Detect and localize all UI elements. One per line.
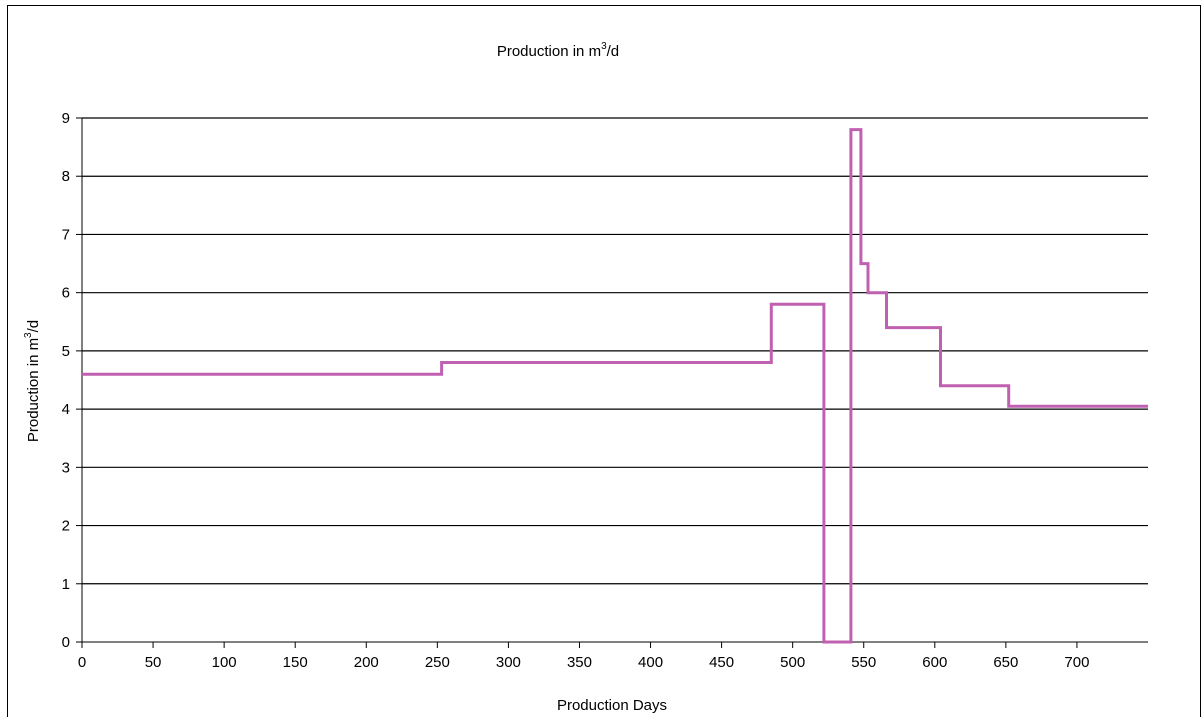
x-tick-label-0: 0 xyxy=(78,654,86,671)
series-line-0 xyxy=(82,128,1148,644)
x-tick-labels: 0 50 100 150 200 250 300 350 400 450 500 550 600 650 7… xyxy=(78,654,1090,671)
y-tick-label-1: 1 xyxy=(62,576,70,593)
x-tick-label-400: 400 xyxy=(638,654,663,671)
y-tick-label-6: 6 xyxy=(62,285,70,302)
y-tick-label-2: 2 xyxy=(62,518,70,535)
y-tick-labels: 0 1 2 3 4 5 6 7 8 9 xyxy=(62,110,70,651)
y-tick-label-3: 3 xyxy=(62,459,70,476)
axes xyxy=(76,117,1148,648)
y-tick-label-4: 4 xyxy=(62,401,70,418)
x-tick-label-200: 200 xyxy=(354,654,379,671)
x-tick-label-350: 350 xyxy=(567,654,592,671)
x-tick-label-150: 150 xyxy=(283,654,308,671)
x-tick-label-50: 50 xyxy=(145,654,162,671)
grid-lines xyxy=(82,117,1148,585)
x-axis-label: Production Days xyxy=(557,697,667,714)
x-tick-label-100: 100 xyxy=(212,654,237,671)
y-tick-label-8: 8 xyxy=(62,168,70,185)
y-tick-label-5: 5 xyxy=(62,343,70,360)
x-tick-label-450: 450 xyxy=(709,654,734,671)
x-tick-label-550: 550 xyxy=(851,654,876,671)
y-tick-label-9: 9 xyxy=(62,110,70,127)
x-tick-label-650: 650 xyxy=(993,654,1018,671)
x-tick-label-500: 500 xyxy=(780,654,805,671)
chart-title: Production in m3/d xyxy=(497,41,619,60)
x-tick-label-250: 250 xyxy=(425,654,450,671)
y-tick-label-7: 7 xyxy=(62,226,70,243)
series-layer xyxy=(82,128,1148,644)
y-axis-label: Production in m3/d xyxy=(23,320,42,442)
x-tick-label-300: 300 xyxy=(496,654,521,671)
x-tick-label-700: 700 xyxy=(1064,654,1089,671)
x-tick-label-600: 600 xyxy=(922,654,947,671)
y-tick-label-0: 0 xyxy=(62,634,70,651)
